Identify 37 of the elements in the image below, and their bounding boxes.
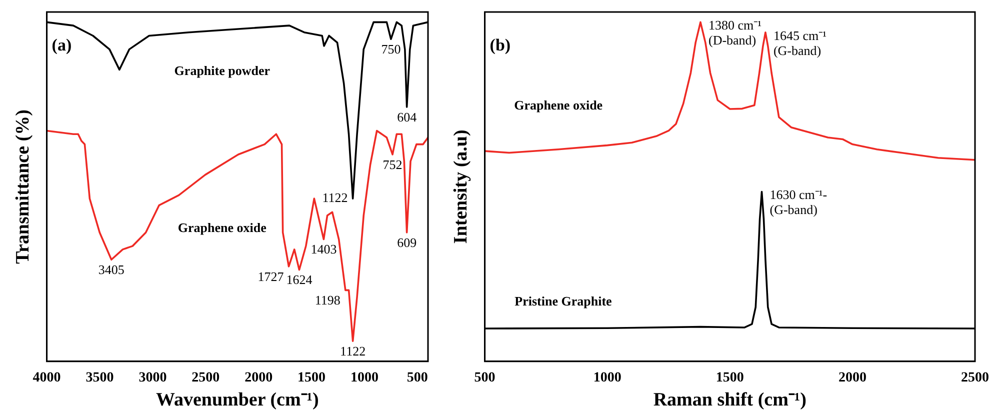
annotation: 1122 <box>322 190 348 205</box>
annotation: 1645 cm⁻¹ (G-band) <box>773 28 827 58</box>
y-axis-title: Intensity (a.u) <box>450 130 472 244</box>
annotation: 1198 <box>314 292 340 308</box>
x-tick-label: 1000 <box>593 370 622 386</box>
text: Graphene oxide <box>514 98 603 113</box>
x-tick-label: 1500 <box>716 370 744 386</box>
text: Graphite powder <box>174 62 270 78</box>
annotation: 1403 <box>310 242 337 257</box>
annotation: 604 <box>397 109 418 124</box>
x-tick-label: 3000 <box>138 370 167 386</box>
x-tick-label: 500 <box>406 370 428 386</box>
x-tick-label: 2000 <box>244 370 273 386</box>
series-label: Pristine Graphite <box>514 293 612 308</box>
x-axis-title: Wavenumber (cm⁻¹) <box>156 390 319 411</box>
x-tick-label: 500 <box>474 370 496 386</box>
annotation: 1380 cm⁻¹ (D-band) <box>708 18 762 48</box>
series-label: Graphene oxide <box>178 220 267 235</box>
annotation: 3405 <box>98 262 124 278</box>
annotation: 1630 cm⁻¹- (G-band) <box>770 187 828 218</box>
y-axis-title: Transmittance (%) <box>12 110 34 264</box>
annotation: 750 <box>381 42 401 57</box>
x-tick-label: 1000 <box>350 370 378 386</box>
annotation: 1122 <box>340 343 366 358</box>
annotation: 1624 <box>286 272 313 288</box>
x-tick-label: 3500 <box>86 370 114 386</box>
x-tick-label: 4000 <box>32 370 61 386</box>
annotation: (b) <box>490 35 511 54</box>
annotation: (a) <box>52 35 72 54</box>
x-tick-label: 2000 <box>838 370 866 386</box>
x-tick-label: 1500 <box>298 370 326 386</box>
annotation: 752 <box>382 156 402 172</box>
x-axis-title: Raman shift (cm⁻¹) <box>653 390 806 411</box>
x-tick-label: 2500 <box>192 370 220 386</box>
annotation: 609 <box>397 234 417 250</box>
x-tick-label: 2500 <box>961 370 989 386</box>
annotation: 1727 <box>258 268 284 284</box>
